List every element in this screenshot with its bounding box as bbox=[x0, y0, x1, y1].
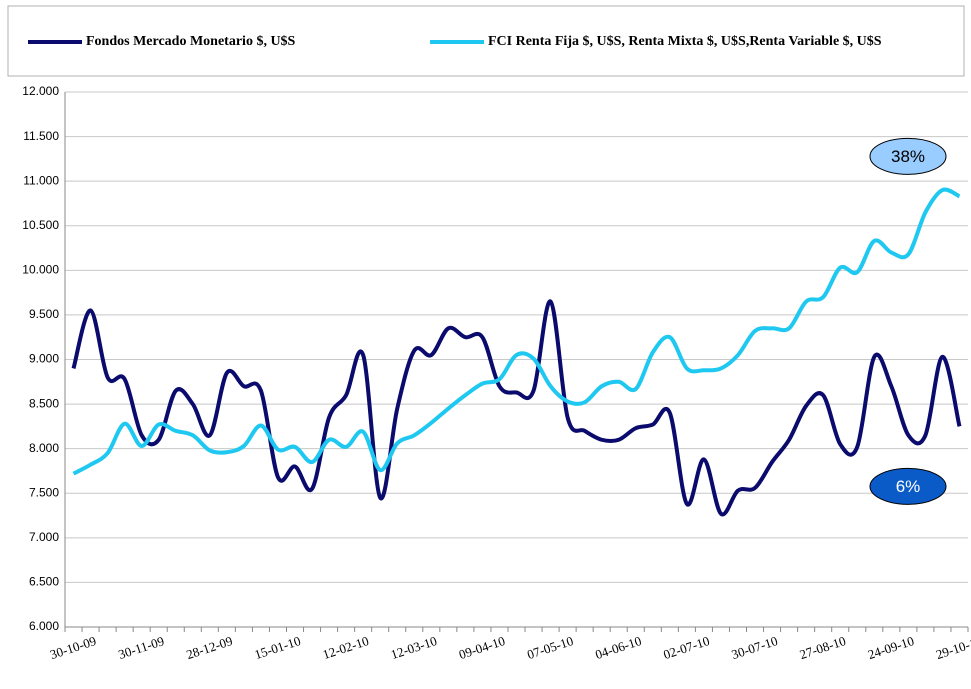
x-tick-label: 27-08-10 bbox=[798, 633, 848, 662]
y-tick-label: 8.500 bbox=[29, 396, 59, 410]
x-tick-label: 24-09-10 bbox=[866, 633, 916, 662]
x-tick-label: 15-01-10 bbox=[253, 633, 303, 662]
x-tick-label: 12-02-10 bbox=[321, 633, 371, 662]
line-series bbox=[71, 299, 962, 517]
y-tick-label: 9.500 bbox=[29, 307, 59, 321]
x-tick-label: 12-03-10 bbox=[389, 633, 439, 662]
y-tick-label: 9.000 bbox=[29, 352, 59, 366]
x-tick-label: 28-12-09 bbox=[184, 633, 234, 662]
legend-box bbox=[7, 5, 965, 77]
x-tick-label: 29-10-10 bbox=[934, 633, 971, 662]
legend-label: Fondos Mercado Monetario $, U$S bbox=[86, 34, 296, 49]
y-tick-label: 7.000 bbox=[29, 530, 59, 544]
y-tick-label: 6.500 bbox=[29, 575, 59, 589]
x-tick-label: 02-07-10 bbox=[661, 633, 711, 662]
x-tick-label: 07-05-10 bbox=[525, 633, 575, 662]
x-tick-label: 04-06-10 bbox=[593, 633, 643, 662]
y-tick-label: 10.500 bbox=[22, 218, 59, 232]
annotation-bubble bbox=[869, 467, 947, 505]
y-tick-label: 8.000 bbox=[29, 441, 59, 455]
y-tick-label: 11.000 bbox=[23, 173, 59, 187]
annotation-text: 38% bbox=[891, 147, 925, 166]
y-tick-label: 12.000 bbox=[22, 84, 59, 98]
annotation-bubble bbox=[869, 137, 947, 175]
line-series bbox=[72, 187, 961, 476]
y-tick-label: 10.000 bbox=[22, 263, 59, 277]
y-tick-label: 7.500 bbox=[29, 485, 59, 499]
x-tick-label: 30-11-09 bbox=[116, 633, 166, 662]
y-tick-label: 11.500 bbox=[23, 129, 59, 143]
x-tick-label: 09-04-10 bbox=[457, 633, 507, 662]
legend-label: FCI Renta Fija $, U$S, Renta Mixta $, U$… bbox=[488, 34, 882, 49]
y-tick-label: 6.000 bbox=[29, 619, 59, 633]
annotation-text: 6% bbox=[896, 477, 921, 496]
x-tick-label: 30-07-10 bbox=[730, 633, 780, 662]
x-tick-label: 30-10-09 bbox=[48, 633, 98, 662]
